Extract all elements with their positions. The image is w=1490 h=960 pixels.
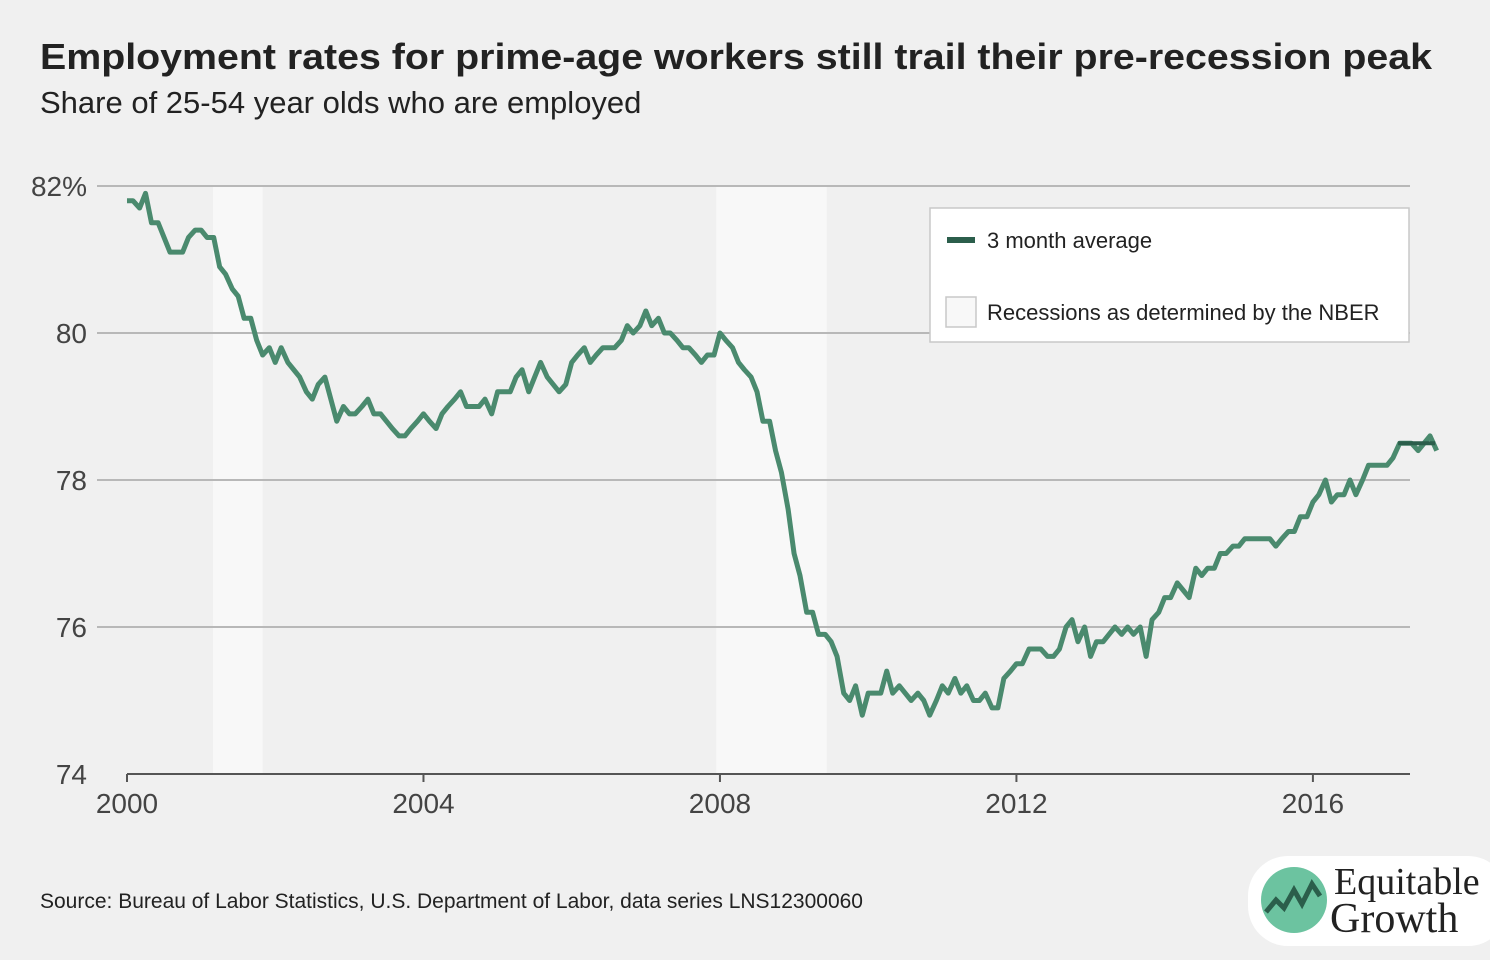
source-note: Source: Bureau of Labor Statistics, U.S.… bbox=[40, 890, 863, 913]
legend-label: 3 month average bbox=[987, 228, 1152, 253]
y-tick-label: 78 bbox=[56, 465, 87, 496]
x-tick-label: 2000 bbox=[96, 788, 158, 819]
x-tick-label: 2004 bbox=[392, 788, 454, 819]
logo-text: Equitable bbox=[1334, 861, 1480, 903]
y-tick-label: 80 bbox=[56, 318, 87, 349]
x-tick-label: 2012 bbox=[985, 788, 1047, 819]
x-tick-label: 2008 bbox=[689, 788, 751, 819]
logo: Equitable Growth bbox=[1248, 856, 1490, 946]
legend-label: Recessions as determined by the NBER bbox=[987, 300, 1380, 325]
logo-icon bbox=[1264, 879, 1323, 914]
legend: 3 month average Recessions as determined… bbox=[929, 207, 1410, 343]
y-tick-label: 82% bbox=[31, 171, 87, 202]
x-tick-label: 2016 bbox=[1282, 788, 1344, 819]
chart-subtitle: Share of 25-54 year olds who are employe… bbox=[40, 85, 641, 120]
y-tick-label: 76 bbox=[56, 612, 87, 643]
y-tick-label: 74 bbox=[56, 759, 87, 790]
logo-text: Growth bbox=[1330, 896, 1458, 942]
legend-swatch bbox=[945, 296, 977, 328]
data-line bbox=[127, 190, 1439, 718]
lines bbox=[127, 190, 1439, 718]
logo-icon bbox=[1261, 867, 1327, 933]
chart-title: Employment rates for prime-age workers s… bbox=[40, 36, 1433, 77]
legend-box bbox=[929, 207, 1410, 343]
